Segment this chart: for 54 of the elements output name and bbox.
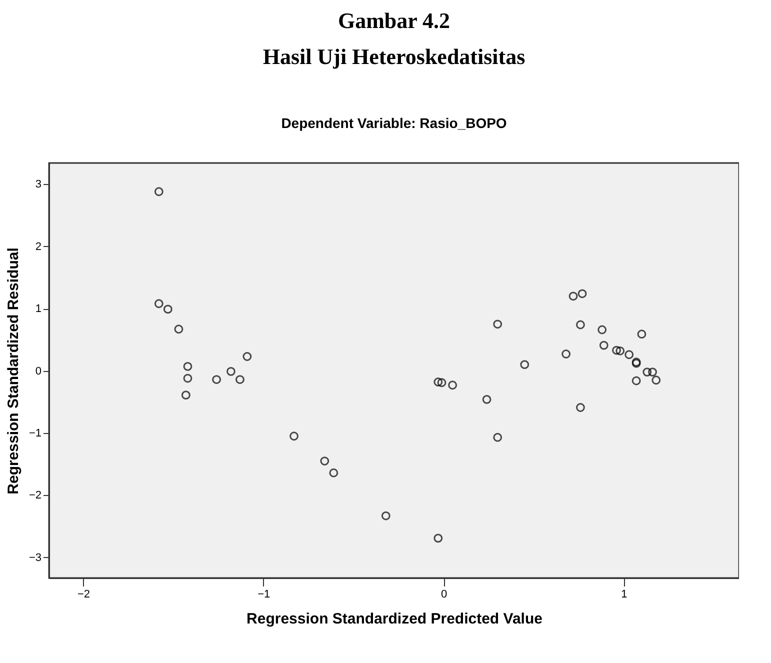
point <box>437 378 446 388</box>
x-tick-label: −1 <box>258 588 270 600</box>
x-axis-title: Regression Standardized Predicted Value <box>246 610 542 628</box>
point <box>642 368 652 377</box>
point <box>381 511 390 520</box>
x-tick-label: 0 <box>440 588 448 600</box>
point <box>576 320 585 330</box>
y-tick-label: 2 <box>35 240 42 253</box>
point <box>434 534 443 543</box>
point <box>637 330 646 339</box>
point <box>154 299 164 308</box>
point <box>163 304 172 314</box>
x-tick-label: 1 <box>621 588 628 600</box>
point <box>226 366 236 376</box>
point <box>562 350 571 358</box>
point <box>183 362 192 371</box>
point <box>154 187 164 196</box>
point <box>616 346 625 356</box>
point <box>598 325 607 334</box>
y-tick-label: 3 <box>35 178 42 191</box>
point <box>329 468 338 478</box>
y-tick-label: −1 <box>28 428 42 440</box>
point <box>320 456 330 466</box>
point <box>632 376 641 386</box>
point <box>612 346 621 355</box>
y-axis-title: Regression Standardized Residual <box>4 248 22 494</box>
point <box>493 432 502 442</box>
point <box>520 360 530 370</box>
point <box>183 374 192 383</box>
point <box>174 324 184 334</box>
y-tick-label: 0 <box>35 365 42 378</box>
point <box>236 375 244 384</box>
text: Dependent Variable: Rasio_BOPO <box>281 115 507 131</box>
x-tick-label: −2 <box>77 588 90 600</box>
point <box>242 352 252 361</box>
point <box>576 403 585 412</box>
point <box>290 432 298 441</box>
y-tick-label: −2 <box>28 490 42 502</box>
point <box>568 292 578 301</box>
point <box>652 376 661 385</box>
point <box>493 320 502 329</box>
point <box>181 390 190 400</box>
y-tick-label: 1 <box>35 303 42 316</box>
point <box>448 380 458 390</box>
point <box>212 375 222 384</box>
y-tick-label: −3 <box>28 552 42 564</box>
point <box>648 368 657 377</box>
point <box>599 340 608 350</box>
chart-subtitle: Hasil Uji Heteroskedatisitas <box>262 44 526 69</box>
point <box>624 350 634 360</box>
point <box>434 378 443 386</box>
point <box>482 394 492 404</box>
chart-title: Gambar 4.2 <box>338 8 450 33</box>
point <box>578 289 587 298</box>
